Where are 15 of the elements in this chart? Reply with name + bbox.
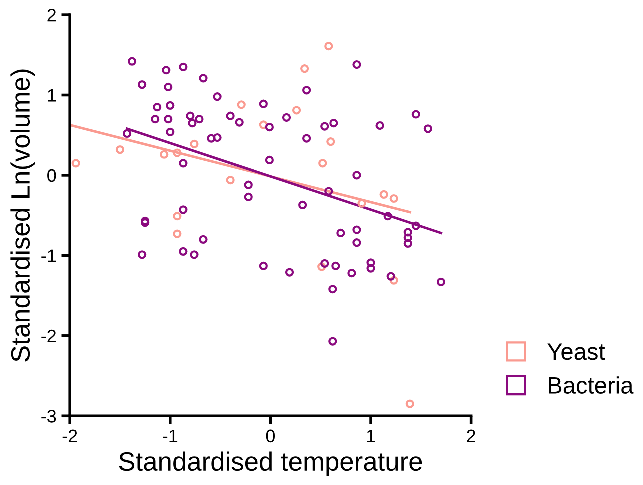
y-tick-label: -1 — [42, 250, 56, 262]
y-tick-label: -3 — [42, 410, 56, 423]
x-tick-label: 2 — [467, 430, 476, 442]
x-axis-title: Standardised temperature — [119, 452, 422, 476]
legend-label: Bacteria — [549, 376, 634, 394]
legend-label: Yeast — [548, 344, 606, 360]
y-axis-title: Standardised Ln(volume) — [10, 70, 36, 362]
y-tick-label: 1 — [48, 89, 56, 102]
x-tick-label: 0 — [266, 430, 276, 443]
x-tick-label: -1 — [163, 430, 178, 442]
x-tick-label: 1 — [367, 430, 376, 442]
y-tick-label: 0 — [48, 169, 56, 182]
y-tick-label: -2 — [42, 330, 56, 342]
y-tick-label: 2 — [48, 8, 56, 22]
x-tick-label: -2 — [62, 430, 78, 442]
